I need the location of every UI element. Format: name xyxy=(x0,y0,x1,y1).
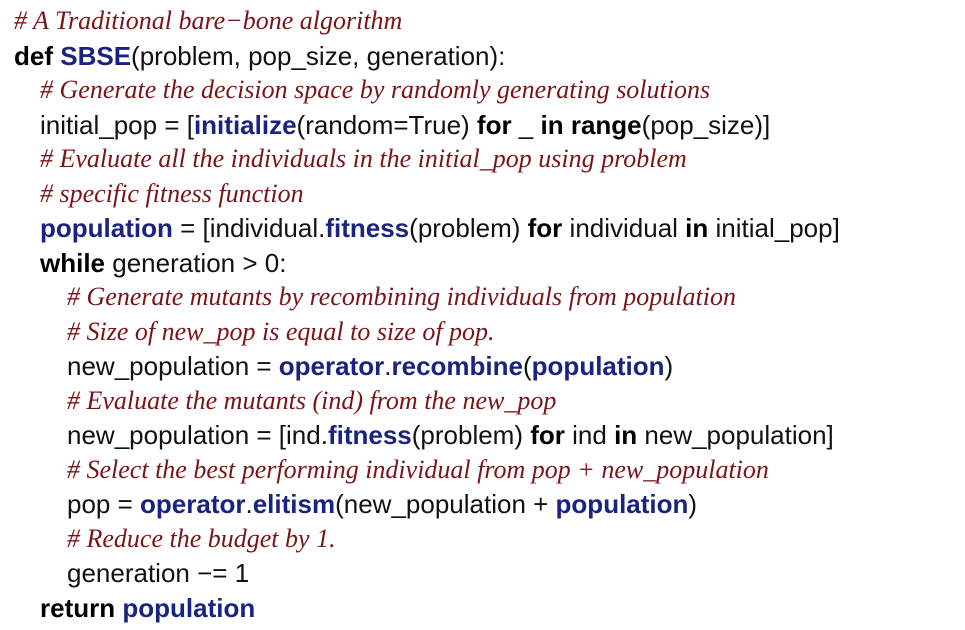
identifier-token: fitness xyxy=(325,213,410,243)
code-statement-line: initial_pop = [initialize(random=True) f… xyxy=(40,108,770,142)
code-statement-line: while generation > 0: xyxy=(40,246,286,280)
identifier-token: population xyxy=(40,213,173,243)
keyword-token: return xyxy=(40,592,116,623)
code-token: generation > 0: xyxy=(105,247,287,278)
code-token: new_population = [ind. xyxy=(67,420,328,450)
keyword-token: for xyxy=(476,109,512,140)
code-statement-line: generation −= 1 xyxy=(67,556,249,590)
code-comment-line: # Select the best performing individual … xyxy=(67,454,769,484)
code-token: ) xyxy=(688,489,698,519)
code-comment-line: # A Traditional bare−bone algorithm xyxy=(14,6,403,35)
identifier-token: elitism xyxy=(252,489,336,519)
code-token: (problem, pop_size, generation): xyxy=(131,40,506,71)
code-comment-line: # Size of new_pop is equal to size of po… xyxy=(67,316,495,346)
code-statement-line: new_population = [ind.fitness(problem) f… xyxy=(67,418,834,452)
code-token: new_population = xyxy=(67,351,279,381)
code-comment-line: # Generate mutants by recombining indivi… xyxy=(67,282,736,311)
code-token: initial_pop] xyxy=(708,213,840,243)
code-token: individual xyxy=(562,213,686,243)
identifier-token: SBSE xyxy=(60,40,132,71)
code-comment-line: # Generate the decision space by randoml… xyxy=(40,75,711,104)
keyword-token: for xyxy=(530,420,565,450)
code-token: generation −= 1 xyxy=(67,558,250,588)
code-token: pop = xyxy=(67,489,141,519)
code-token: . xyxy=(384,351,392,381)
code-statement-line: population = [individual.fitness(problem… xyxy=(40,211,840,245)
code-token: (random=True) xyxy=(296,109,477,140)
keyword-token: in xyxy=(540,109,564,140)
keyword-token: for xyxy=(527,213,563,243)
code-token xyxy=(564,110,571,140)
code-comment-line: # Evaluate the mutants (ind) from the ne… xyxy=(67,385,557,415)
code-token: ( xyxy=(523,351,532,381)
identifier-token: population xyxy=(122,592,256,623)
code-statement-line: pop = operator.elitism(new_population + … xyxy=(67,487,697,521)
identifier-token: fitness xyxy=(327,420,412,450)
keyword-token: def xyxy=(14,40,53,71)
code-statement-line: return population xyxy=(40,591,255,625)
code-comment-line: # Reduce the budget by 1. xyxy=(67,523,336,553)
code-token: ) xyxy=(664,351,674,381)
code-token: . xyxy=(245,489,253,519)
identifier-token: initialize xyxy=(193,109,297,140)
identifier-token: operator xyxy=(278,351,385,381)
identifier-token: population xyxy=(555,489,689,519)
code-token: (pop_size)] xyxy=(641,109,771,140)
code-statement-line: def SBSE(problem, pop_size, generation): xyxy=(14,39,505,73)
code-token: (problem) xyxy=(411,420,531,450)
code-token: initial_pop = [ xyxy=(40,109,194,140)
keyword-token: range xyxy=(570,109,642,140)
code-token: ind xyxy=(564,420,615,450)
identifier-token: population xyxy=(531,351,665,381)
code-token: (new_population + xyxy=(335,489,556,519)
code-token: new_population] xyxy=(637,420,834,450)
keyword-token: while xyxy=(40,247,106,278)
code-comment-line: # Evaluate all the individuals in the in… xyxy=(40,144,687,173)
code-token: (problem) xyxy=(409,213,528,243)
keyword-token: in xyxy=(685,213,709,243)
keyword-token: in xyxy=(614,420,638,450)
code-token: = [individual. xyxy=(172,213,326,243)
code-statement-line: new_population = operator.recombine(popu… xyxy=(67,349,673,383)
identifier-token: operator xyxy=(140,489,246,519)
code-token: _ xyxy=(511,109,541,140)
identifier-token: recombine xyxy=(391,351,524,381)
code-comment-line: # specific fitness function xyxy=(40,178,304,208)
